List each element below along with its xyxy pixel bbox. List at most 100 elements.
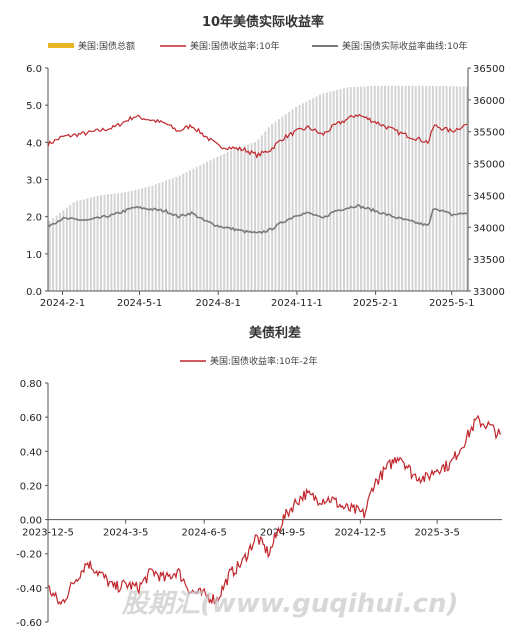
y-right-tick-label: 33500 bbox=[473, 255, 505, 266]
legend-debt-label: 美国:国债总额 bbox=[78, 40, 135, 52]
y-tick-label: 0.60 bbox=[20, 413, 42, 424]
debt-bar bbox=[206, 161, 209, 291]
debt-bar bbox=[72, 202, 75, 291]
debt-bar bbox=[414, 85, 417, 291]
debt-bar bbox=[165, 180, 167, 291]
y-right-tick-label: 36000 bbox=[473, 96, 505, 107]
debt-bar bbox=[288, 111, 291, 291]
debt-bar bbox=[319, 94, 321, 291]
x-tick-label: 2024-12-5 bbox=[334, 528, 386, 539]
debt-bar bbox=[390, 85, 393, 291]
debt-bar bbox=[264, 131, 267, 291]
y-tick-label: 0.20 bbox=[20, 481, 42, 492]
debt-bar bbox=[366, 86, 369, 291]
debt-bar bbox=[431, 85, 434, 292]
y-tick-label: -0.20 bbox=[16, 550, 42, 561]
debt-bar bbox=[86, 198, 89, 291]
debt-bar bbox=[100, 195, 102, 291]
debt-bar bbox=[301, 103, 304, 291]
debt-bar bbox=[48, 220, 51, 291]
debt-bar bbox=[260, 135, 263, 291]
debt-bar bbox=[55, 215, 58, 291]
x-tick-label: 2024-8-1 bbox=[196, 298, 241, 309]
debt-bar bbox=[445, 86, 448, 291]
debt-bar bbox=[124, 192, 126, 291]
debt-bar bbox=[373, 85, 376, 292]
debt-bar bbox=[377, 85, 380, 291]
x-tick-label: 2024-6-5 bbox=[181, 528, 226, 539]
debt-bar bbox=[233, 149, 236, 291]
y-right-tick-label: 35000 bbox=[473, 160, 505, 171]
debt-bar bbox=[219, 155, 222, 291]
y-left-tick-label: 0.0 bbox=[26, 287, 42, 298]
debt-bar bbox=[171, 178, 174, 291]
y-left-tick-label: 6.0 bbox=[26, 64, 42, 75]
debt-bar bbox=[356, 86, 359, 291]
debt-bar bbox=[349, 87, 352, 291]
debt-bar bbox=[308, 99, 311, 292]
debt-bar bbox=[106, 194, 109, 291]
debt-bar bbox=[401, 85, 404, 291]
debt-bar bbox=[322, 93, 325, 291]
debt-bar bbox=[295, 106, 298, 291]
debt-bar bbox=[339, 89, 342, 291]
debt-bar bbox=[59, 213, 61, 291]
legend-debt-swatch bbox=[48, 43, 74, 48]
debt-bar bbox=[254, 141, 256, 291]
y-tick-label: 0.80 bbox=[20, 379, 42, 390]
treasury-yield-chart: 10年美债实际收益率 美国:国债总额 美国:国债收益率:10年 美国:国债实际收… bbox=[26, 14, 505, 309]
debt-bar bbox=[151, 185, 154, 291]
debt-bar bbox=[353, 86, 356, 292]
legend-spread-label: 美国:国债收益率:10年-2年 bbox=[210, 355, 318, 367]
debt-bar bbox=[459, 86, 462, 292]
y-tick-label: -0.40 bbox=[16, 584, 42, 595]
debt-bar bbox=[332, 90, 335, 291]
debt-bar bbox=[343, 88, 345, 291]
debt-bar bbox=[52, 218, 55, 291]
debt-bar bbox=[199, 165, 202, 291]
debt-bar bbox=[442, 86, 445, 291]
debt-bar bbox=[76, 201, 79, 291]
debt-bar bbox=[202, 163, 205, 291]
debt-bar bbox=[192, 168, 195, 291]
y-right-tick-label: 34500 bbox=[473, 191, 505, 202]
nominal-yield-line bbox=[47, 113, 468, 159]
debt-bar bbox=[394, 85, 397, 291]
y-right-tick-label: 35500 bbox=[473, 128, 505, 139]
debt-bar bbox=[291, 109, 294, 291]
debt-bar bbox=[380, 85, 383, 291]
spread-line bbox=[47, 414, 502, 606]
debt-bar bbox=[346, 87, 349, 291]
debt-bar bbox=[96, 195, 99, 291]
debt-bar bbox=[250, 143, 253, 291]
debt-bar bbox=[281, 116, 284, 291]
debt-bar bbox=[120, 192, 123, 291]
debt-bar bbox=[103, 194, 106, 291]
y-left-tick-label: 3.0 bbox=[26, 176, 42, 187]
y-left-tick-label: 5.0 bbox=[26, 101, 42, 112]
debt-bar bbox=[452, 86, 455, 291]
real-yield-line bbox=[47, 204, 468, 235]
debt-bar bbox=[428, 85, 431, 292]
y-tick-label: 0.00 bbox=[20, 516, 42, 527]
debt-bar bbox=[408, 85, 410, 291]
debt-bar bbox=[271, 124, 274, 291]
debt-bar bbox=[305, 101, 308, 291]
debt-bar bbox=[154, 184, 157, 291]
debt-bar bbox=[158, 183, 161, 291]
debt-bar bbox=[360, 86, 363, 291]
debt-bar bbox=[363, 86, 366, 292]
chart2-legend: 美国:国债收益率:10年-2年 bbox=[180, 355, 318, 367]
debt-bar bbox=[185, 172, 188, 291]
x-tick-label: 2025-3-5 bbox=[414, 528, 459, 539]
y-tick-label: -0.60 bbox=[16, 618, 42, 629]
debt-bar bbox=[397, 85, 400, 291]
x-tick-label: 2024-2-1 bbox=[40, 298, 85, 309]
debt-bar bbox=[127, 191, 130, 291]
y-right-tick-label: 33000 bbox=[473, 287, 505, 298]
debt-bar bbox=[278, 119, 280, 291]
debt-bar bbox=[411, 85, 414, 291]
debt-bar bbox=[438, 86, 441, 291]
x-tick-label: 2024-5-1 bbox=[117, 298, 162, 309]
debt-bar bbox=[267, 127, 270, 291]
